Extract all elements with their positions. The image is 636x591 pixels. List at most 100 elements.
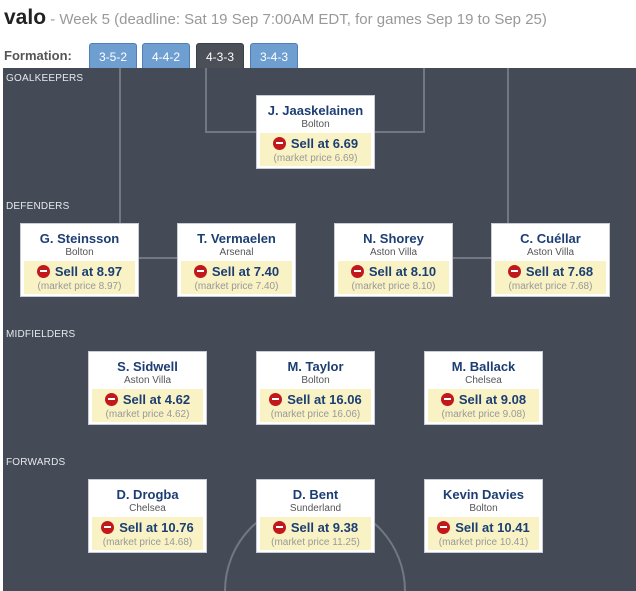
sell-button[interactable]: Sell at 9.38	[260, 519, 371, 535]
sell-price: Sell at 8.10	[368, 263, 437, 279]
player-card: M. Taylor Bolton Sell at 16.06 (market p…	[256, 351, 375, 425]
player-team: Bolton	[301, 119, 330, 130]
sell-button[interactable]: Sell at 8.97	[24, 263, 135, 279]
player-card: M. Ballack Chelsea Sell at 9.08 (market …	[424, 351, 543, 425]
sell-box: Sell at 16.06 (market price 16.06)	[260, 389, 371, 422]
market-price: (market price 11.25)	[271, 537, 360, 548]
player-name[interactable]: C. Cuéllar	[520, 231, 581, 246]
market-price: (market price 8.97)	[37, 281, 122, 292]
sell-price: Sell at 10.76	[119, 519, 194, 535]
player-name[interactable]: J. Jaaskelainen	[267, 103, 364, 118]
player-team: Aston Villa	[123, 375, 172, 386]
player-card: S. Sidwell Aston Villa Sell at 4.62 (mar…	[88, 351, 207, 425]
sell-button[interactable]: Sell at 7.68	[495, 263, 606, 279]
remove-icon	[440, 392, 454, 406]
market-price: (market price 7.68)	[508, 281, 593, 292]
player-name[interactable]: S. Sidwell	[117, 359, 178, 374]
sell-box: Sell at 10.76 (market price 14.68)	[92, 517, 203, 550]
market-price: (market price 6.69)	[273, 153, 358, 164]
player-card: G. Steinsson Bolton Sell at 8.97 (market…	[20, 223, 139, 297]
player-card: D. Bent Sunderland Sell at 9.38 (market …	[256, 479, 375, 553]
remove-icon	[269, 392, 283, 406]
formation-tab-3-5-2[interactable]: 3-5-2	[89, 43, 137, 69]
sell-box: Sell at 7.68 (market price 7.68)	[495, 261, 606, 294]
market-price: (market price 7.40)	[194, 281, 279, 292]
sell-box: Sell at 8.97 (market price 8.97)	[24, 261, 135, 294]
player-name[interactable]: D. Drogba	[116, 487, 179, 502]
pitch: GOALKEEPERS DEFENDERS MIDFIELDERS FORWAR…	[3, 68, 636, 591]
market-price: (market price 10.41)	[438, 537, 529, 548]
sell-box: Sell at 9.38 (market price 11.25)	[260, 517, 371, 550]
page-header: valo - Week 5 (deadline: Sat 19 Sep 7:00…	[4, 6, 547, 30]
player-team: Chelsea	[465, 375, 502, 386]
player-card: D. Drogba Chelsea Sell at 10.76 (market …	[88, 479, 207, 553]
player-team: Arsenal	[219, 247, 254, 258]
sell-box: Sell at 8.10 (market price 8.10)	[338, 261, 449, 294]
remove-icon	[272, 520, 286, 534]
sell-price: Sell at 9.38	[290, 519, 359, 535]
remove-icon	[272, 136, 286, 150]
section-label-goalkeepers: GOALKEEPERS	[6, 73, 84, 84]
sell-button[interactable]: Sell at 10.41	[428, 519, 539, 535]
sell-button[interactable]: Sell at 9.08	[428, 391, 539, 407]
player-team: Bolton	[301, 375, 330, 386]
player-card: J. Jaaskelainen Bolton Sell at 6.69 (mar…	[256, 95, 375, 169]
sell-button[interactable]: Sell at 10.76	[92, 519, 203, 535]
player-team: Bolton	[65, 247, 94, 258]
market-price: (market price 14.68)	[102, 537, 193, 548]
sell-box: Sell at 10.41 (market price 10.41)	[428, 517, 539, 550]
sell-button[interactable]: Sell at 16.06	[260, 391, 371, 407]
player-name[interactable]: Kevin Davies	[443, 487, 524, 502]
market-price: (market price 9.08)	[441, 409, 526, 420]
formation-tab-4-4-2[interactable]: 4-4-2	[142, 43, 190, 69]
sell-price: Sell at 6.69	[290, 135, 359, 151]
sell-price: Sell at 9.08	[458, 391, 527, 407]
section-label-midfielders: MIDFIELDERS	[6, 329, 76, 340]
player-name[interactable]: G. Steinsson	[39, 231, 120, 246]
player-name[interactable]: D. Bent	[292, 487, 339, 502]
player-team: Aston Villa	[369, 247, 418, 258]
player-card: N. Shorey Aston Villa Sell at 8.10 (mark…	[334, 223, 453, 297]
remove-icon	[507, 264, 521, 278]
sell-box: Sell at 9.08 (market price 9.08)	[428, 389, 539, 422]
sell-button[interactable]: Sell at 7.40	[181, 263, 292, 279]
sell-button[interactable]: Sell at 8.10	[338, 263, 449, 279]
sell-box: Sell at 7.40 (market price 7.40)	[181, 261, 292, 294]
formation-tab-3-4-3[interactable]: 3-4-3	[250, 43, 298, 69]
formation-tab-4-3-3[interactable]: 4-3-3	[196, 43, 244, 69]
sell-box: Sell at 4.62 (market price 4.62)	[92, 389, 203, 422]
player-team: Bolton	[469, 503, 498, 514]
week-deadline-info: - Week 5 (deadline: Sat 19 Sep 7:00AM ED…	[46, 11, 547, 28]
remove-icon	[104, 392, 118, 406]
remove-icon	[350, 264, 364, 278]
player-card: T. Vermaelen Arsenal Sell at 7.40 (marke…	[177, 223, 296, 297]
player-name[interactable]: N. Shorey	[363, 231, 424, 246]
player-name[interactable]: M. Taylor	[287, 359, 344, 374]
player-card: Kevin Davies Bolton Sell at 10.41 (marke…	[424, 479, 543, 553]
remove-icon	[437, 520, 451, 534]
sell-button[interactable]: Sell at 6.69	[260, 135, 371, 151]
section-label-forwards: FORWARDS	[6, 457, 66, 468]
market-price: (market price 4.62)	[105, 409, 190, 420]
formation-label: Formation:	[4, 48, 72, 63]
sell-price: Sell at 4.62	[122, 391, 191, 407]
sell-price: Sell at 10.41	[455, 519, 530, 535]
player-team: Sunderland	[289, 503, 342, 514]
team-name: valo	[4, 6, 47, 29]
sell-box: Sell at 6.69 (market price 6.69)	[260, 133, 371, 166]
market-price: (market price 8.10)	[351, 281, 436, 292]
player-name[interactable]: T. Vermaelen	[197, 231, 276, 246]
player-team: Aston Villa	[526, 247, 575, 258]
sell-price: Sell at 7.68	[525, 263, 594, 279]
player-card: C. Cuéllar Aston Villa Sell at 7.68 (mar…	[491, 223, 610, 297]
sell-button[interactable]: Sell at 4.62	[92, 391, 203, 407]
remove-icon	[193, 264, 207, 278]
market-price: (market price 16.06)	[270, 409, 361, 420]
sell-price: Sell at 16.06	[287, 391, 362, 407]
sell-price: Sell at 7.40	[211, 263, 280, 279]
remove-icon	[36, 264, 50, 278]
section-label-defenders: DEFENDERS	[6, 201, 70, 212]
player-team: Chelsea	[129, 503, 166, 514]
remove-icon	[101, 520, 115, 534]
player-name[interactable]: M. Ballack	[451, 359, 516, 374]
